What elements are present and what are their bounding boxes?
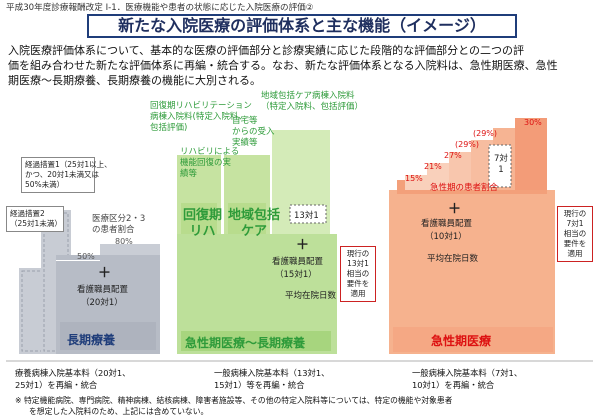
rehab-perf-label: リハビリによる 機能回復の実 績等 <box>180 147 240 179</box>
stair-1 <box>405 175 427 190</box>
acute-staff-label: 看護職員配置 <box>421 219 473 229</box>
long-term-label: 長期療養 <box>67 333 116 347</box>
mid-staff-ratio: （15対1） <box>275 270 317 280</box>
acute-label-band <box>393 327 553 352</box>
community-big-label: 地域包括 ケア <box>228 208 281 239</box>
long-staff-ratio: （20対1） <box>81 298 123 308</box>
transition-note-1-line: 50%未満） <box>25 180 65 189</box>
mid-note-box: 現行の 13対1 相当の 要件を 適用 <box>340 246 376 302</box>
intro-line-2: 価を組み合わせた新たな評価体系に再編・統合する。なお、新たな評価体系となる入院料… <box>8 59 558 72</box>
footer-col-2: 一般病棟入院基本料（13対1、 15対1）等を再編・統合 <box>214 368 330 390</box>
category-label: 医療区分2・3 の患者割合 <box>92 214 146 235</box>
severity-label: 急性期の患者割合 <box>430 183 499 193</box>
footer-col-1: 療養病棟入院基本料（20対1、 25対1）を再編・統合 <box>15 368 131 390</box>
long-pct-low-line <box>56 260 100 261</box>
page-title: 新たな入院医療の評価体系と主な機能（イメージ） <box>87 14 517 38</box>
footer-col-3: 一般病棟入院基本料（7対1、 10対1）を再編・統合 <box>412 368 523 390</box>
long-label-band <box>60 322 156 350</box>
stair-4 <box>471 140 493 190</box>
plus-sign: ＋ <box>98 266 112 281</box>
pct-low: 50% <box>77 252 95 261</box>
transition-note-1-line: かつ、20対1未満又は <box>25 170 100 179</box>
acute-label: 急性期医療 <box>431 334 492 348</box>
stair-2 <box>427 163 449 190</box>
pct-21: 21% <box>424 162 442 171</box>
acute-note-box: 現行の 7対1 相当の 要件を 適用 <box>557 206 593 262</box>
stair-6 <box>515 118 547 190</box>
ratio13-box <box>289 204 327 224</box>
breadcrumb: 平成30年度診療報酬改定 Ⅰ-1．医療機能や患者の状態に応じた入院医療の評価② <box>6 3 314 13</box>
mid-staff-label: 看護職員配置 <box>272 257 324 267</box>
pct-high: 80% <box>115 237 133 246</box>
transition-note-2-line: 経過措置2 <box>10 209 45 218</box>
pct-30: 30% <box>524 118 542 127</box>
intro-line-3: 期医療～長期療養、長期療養の機能に大別される。 <box>8 74 261 87</box>
transition-note-2: 経過措置2 （25対1未満） <box>6 206 64 232</box>
acute-staff-ratio: （10対1） <box>425 232 467 242</box>
pct-29a: (29%) <box>455 140 480 149</box>
acute-avg-days: 平均在院日数 <box>427 254 479 264</box>
mid-plus-sign: ＋ <box>296 238 310 253</box>
intro-line-1: 入院医療評価体系について、基本的な医療の評価部分と診療実績に応じた段階的な評価部… <box>8 44 525 57</box>
mid-avg-days: 平均在院日数 <box>285 291 337 301</box>
pct-15: 15% <box>405 174 423 183</box>
pct-29b: (29%) <box>473 129 498 138</box>
footer-remark: ※ 特定機能病院、専門病院、精神病棟、結核病棟、障害者施設等、その他の特定入院料… <box>15 396 453 416</box>
community-perf-label: 自宅等 からの受入 実績等 <box>232 116 275 148</box>
rehab-big-label: 回復期 リハ <box>183 208 223 239</box>
ratio7-label: 7対 1 <box>494 154 508 175</box>
community-top-label: 地域包括ケア病棟入院料 （特定入院料、包括評価） <box>261 91 364 112</box>
ratio7-box <box>488 144 512 188</box>
transition-note-1-line: 経過措置1（25対1以上、 <box>25 160 112 169</box>
mid-label-band <box>181 331 331 351</box>
ratio13-label: 13対1 <box>294 211 319 221</box>
intro-text: 入院医療評価体系について、基本的な医療の評価部分と診療実績に応じた段階的な評価部… <box>8 43 592 88</box>
mid-label: 急性期医療～長期療養 <box>185 336 306 350</box>
rehab-top-label: 回復期リハビリテーション 病棟入院料(特定入院料、 包括評価) <box>150 101 252 133</box>
stair-3 <box>449 152 471 190</box>
long-staff-label: 看護職員配置 <box>77 285 129 295</box>
long-pct-high-bar <box>100 244 160 255</box>
transition-note-1: 経過措置1（25対1以上、 かつ、20対1未満又は 50%未満） <box>21 157 112 193</box>
acute-plus-sign: ＋ <box>448 202 462 217</box>
acute-main-bar <box>389 190 555 354</box>
transition-note-2-line: （25対1未満） <box>10 219 62 228</box>
pct-27: 27% <box>444 151 462 160</box>
